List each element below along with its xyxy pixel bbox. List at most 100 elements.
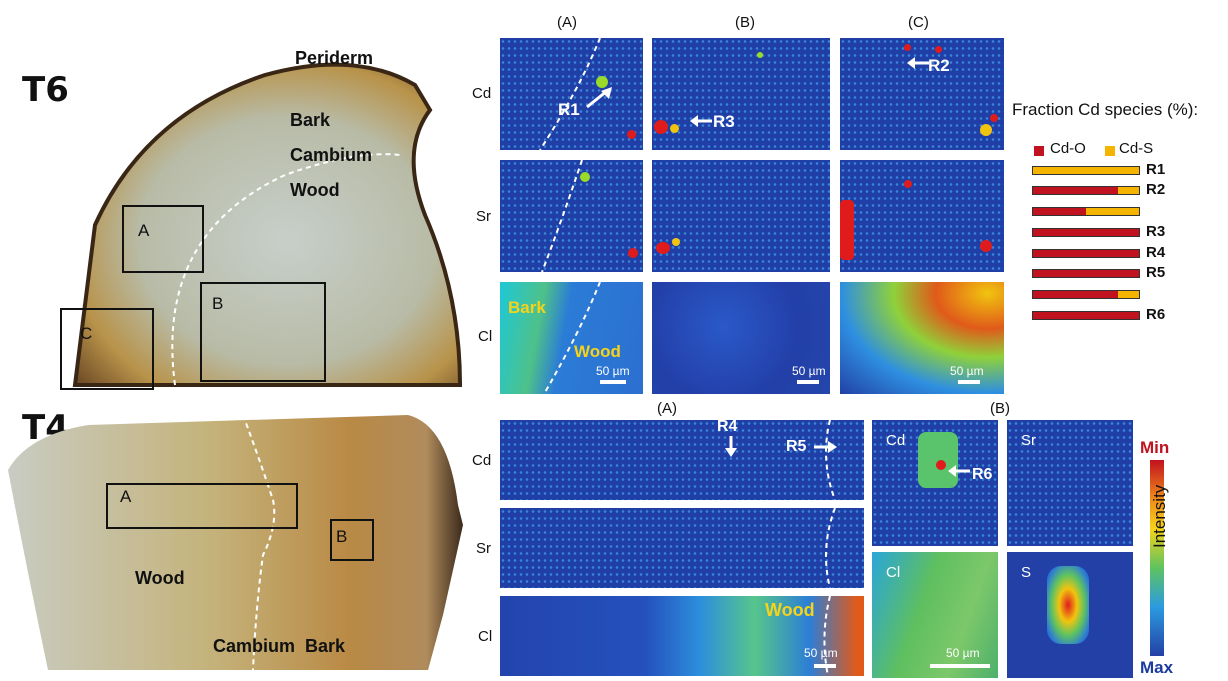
t4-b-cd-label: Cd xyxy=(886,432,906,449)
region-r4-label: R4 xyxy=(717,418,738,435)
t6-c-scale-bar xyxy=(958,380,980,384)
t4-cl-wood-label: Wood xyxy=(765,600,815,620)
region-r4-arrow xyxy=(725,436,737,457)
t6-a-scale-bar xyxy=(600,380,626,384)
t6-map-c-cd xyxy=(840,38,1004,150)
t6-cl-bark-label: Bark xyxy=(508,298,546,317)
t4-b-cd-hotspot xyxy=(936,460,946,470)
t6-a-cl-cambium-line xyxy=(543,282,601,394)
t6-map-a-cd xyxy=(500,38,643,150)
region-r6-label: R6 xyxy=(972,466,993,483)
t4-a-sr-cambium-line xyxy=(825,508,836,588)
colorbar-min-label: Min xyxy=(1140,438,1170,457)
t6-c-sr-hotspot xyxy=(840,200,854,260)
t6-a-sr-hotspot xyxy=(628,248,638,258)
t6-map-a-sr xyxy=(500,160,643,272)
legend-cd-o-swatch xyxy=(1034,146,1044,156)
fraction-bar xyxy=(1032,228,1140,237)
t4-stem-photo xyxy=(8,415,463,670)
t4-b-s-hotspot xyxy=(1047,566,1089,644)
t4-col-a-title: (A) xyxy=(657,400,677,417)
fraction-bar xyxy=(1032,186,1140,195)
t6-col-a-title: (A) xyxy=(557,14,577,31)
t4-wood-label: Wood xyxy=(135,568,185,588)
t4-map-a-sr xyxy=(500,508,864,588)
t6-box-b: B xyxy=(200,282,326,382)
t6-map-b-sr xyxy=(652,160,830,272)
t6-c-scale-text: 50 µm xyxy=(950,364,984,378)
t6-c-cd-hotspot xyxy=(990,114,998,122)
t4-box-b: B xyxy=(330,519,374,561)
t6-a-sr-hotspot xyxy=(580,172,590,182)
t6-stem-photo xyxy=(72,62,463,387)
fraction-title: Fraction Cd species (%): xyxy=(1012,100,1199,119)
t6-a-cd-hotspot xyxy=(596,76,608,88)
t6-row-cl-label: Cl xyxy=(478,328,493,345)
t6-col-b-title: (B) xyxy=(735,14,755,31)
colorbar-max-label: Max xyxy=(1140,658,1174,677)
t4-a-cl-cambium-line xyxy=(823,596,831,676)
t6-c-cd-hotspot xyxy=(980,124,992,136)
colorbar-gradient xyxy=(1150,460,1164,656)
t6-map-b-cd xyxy=(652,38,830,150)
t6-map-c-cl: 50 µm xyxy=(840,282,1004,394)
fraction-bar-label: R2 xyxy=(1146,181,1166,198)
t6-row-sr-label: Sr xyxy=(476,208,491,225)
t6-box-b-label: B xyxy=(212,294,224,313)
t6-bark-label: Bark xyxy=(290,110,331,130)
region-r3-arrow xyxy=(690,115,712,127)
t4-b-sr-label: Sr xyxy=(1021,432,1036,449)
t6-b-scale-text: 50 µm xyxy=(792,364,826,378)
t4-map-b-cd: Cd R6 xyxy=(872,420,998,546)
legend-cd-s-label: Cd-S xyxy=(1119,140,1154,157)
fraction-bar-label: R4 xyxy=(1146,244,1166,261)
t4-map-b-cl: Cl 50 µm xyxy=(872,552,998,678)
t4-bark-label: Bark xyxy=(305,636,346,656)
t4-map-a-cd xyxy=(500,420,864,500)
t4-row-sr-label: Sr xyxy=(476,540,491,557)
region-r5-label: R5 xyxy=(786,438,807,455)
t4-map-b-sr: Sr xyxy=(1007,420,1133,546)
t4-box-a: A xyxy=(106,483,298,529)
t6-a-cambium-line xyxy=(539,38,601,150)
t4-b-scale-text: 50 µm xyxy=(946,646,980,660)
t4-cambium-label: Cambium xyxy=(213,636,296,656)
fraction-bar-label: R5 xyxy=(1146,264,1166,281)
region-r5-arrow xyxy=(814,441,837,453)
fraction-bar xyxy=(1032,249,1140,258)
t4-col-b-title: (B) xyxy=(990,400,1010,417)
t4-b-cl-label: Cl xyxy=(886,564,901,581)
fraction-bar xyxy=(1032,311,1140,320)
t4-row-cd-label: Cd xyxy=(472,452,492,469)
t6-box-a-label: A xyxy=(138,221,150,240)
t6-b-sr-hotspot xyxy=(656,242,670,254)
fraction-bar-label: R6 xyxy=(1146,306,1166,323)
t6-box-c: C xyxy=(60,308,154,390)
t6-c-sr-hotspot xyxy=(980,240,992,252)
t6-col-c-title: (C) xyxy=(908,14,929,31)
t4-map-b-s: S xyxy=(1007,552,1133,678)
t6-b-cd-hotspot xyxy=(654,120,668,134)
t4-box-b-label: B xyxy=(336,527,348,546)
region-r1-label: R1 xyxy=(558,100,580,119)
legend-cd-s-swatch xyxy=(1105,146,1115,156)
t6-wood-label: Wood xyxy=(290,180,340,200)
t6-box-a: A xyxy=(122,205,204,273)
legend-cd-o-label: Cd-O xyxy=(1050,140,1086,157)
region-r1-arrow xyxy=(586,87,612,109)
t6-cl-wood-label: Wood xyxy=(574,342,621,361)
t6-c-cd-hotspot xyxy=(935,46,942,53)
fraction-bar-label: R3 xyxy=(1146,223,1166,240)
t6-map-a-cl: Bark Wood 50 µm xyxy=(500,282,643,394)
colorbar-intensity-label: Intensity xyxy=(1150,484,1169,548)
t6-map-b-cl: 50 µm xyxy=(652,282,830,394)
t6-row-cd-label: Cd xyxy=(472,85,492,102)
t6-periderm-label: Periderm xyxy=(295,48,374,68)
t4-map-a-cl: Wood 50 µm xyxy=(500,596,864,676)
t6-a-cd-hotspot xyxy=(627,130,636,139)
t6-a-scale-text: 50 µm xyxy=(596,364,630,378)
t4-row-cl-label: Cl xyxy=(478,628,493,645)
region-r6-arrow xyxy=(948,465,970,477)
region-r3-label: R3 xyxy=(713,112,735,131)
t6-b-cd-hotspot xyxy=(757,52,763,58)
